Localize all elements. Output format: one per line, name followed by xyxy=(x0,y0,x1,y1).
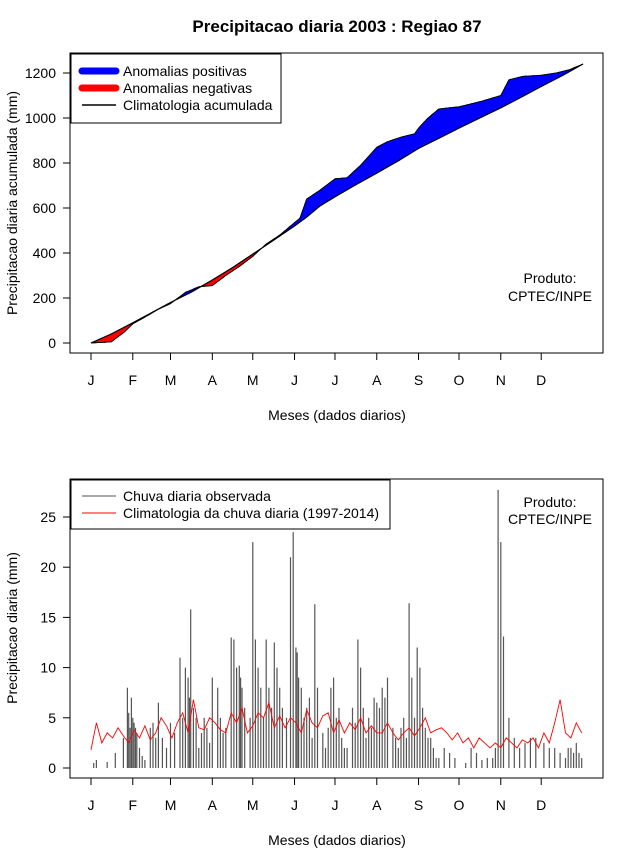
daily-y-tick-label-0: 0 xyxy=(48,760,56,776)
cumulative-x-tick-label-5: J xyxy=(291,372,298,388)
product-note-label: Produto: xyxy=(524,270,577,286)
daily-x-tick-label-7: A xyxy=(372,797,382,813)
daily-x-tick-label-3: A xyxy=(208,797,218,813)
cumulative-x-tick-label-11: D xyxy=(536,372,546,388)
daily-x-tick-label-2: M xyxy=(165,797,177,813)
cumulative-x-tick-label-4: M xyxy=(247,372,259,388)
daily-y-tick-label-2: 10 xyxy=(40,660,56,676)
daily-y-tick-label-4: 20 xyxy=(40,559,56,575)
cumulative-x-tick-label-3: A xyxy=(208,372,218,388)
cumulative-x-tick-label-7: A xyxy=(372,372,382,388)
cumulative-y-axis: 0 200 400 600 800 1000 1200 xyxy=(25,65,71,351)
daily-y-tick-label-5: 25 xyxy=(40,509,56,525)
cumulative-x-tick-label-1: F xyxy=(129,372,138,388)
daily-x-tick-label-8: S xyxy=(414,797,423,813)
daily-product-note-source: CPTEC/INPE xyxy=(508,511,592,527)
legend-label-observed: Chuva diaria observada xyxy=(123,488,271,504)
cumulative-x-tick-label-9: O xyxy=(454,372,465,388)
daily-y-tick-label-1: 5 xyxy=(48,710,56,726)
cumulative-y-tick-label-2: 400 xyxy=(33,245,57,261)
daily-x-tick-label-1: F xyxy=(129,797,138,813)
daily-climatology-line xyxy=(90,699,583,750)
daily-chart: J F M A M J J A S O N D 0 5 10 15 20 25 Meses (dados dia… xyxy=(4,478,604,848)
cumulative-y-tick-label-3: 600 xyxy=(33,200,57,216)
cumulative-x-axis-label: Meses (dados diarios) xyxy=(268,407,406,423)
legend-label-positive: Anomalias positivas xyxy=(123,63,247,79)
cumulative-plot-area xyxy=(90,63,584,344)
cumulative-x-tick-label-2: M xyxy=(165,372,177,388)
daily-y-tick-label-3: 15 xyxy=(40,609,56,625)
legend-label-climatology: Climatologia acumulada xyxy=(123,97,273,113)
daily-product-note-label: Produto: xyxy=(524,494,577,510)
daily-x-tick-label-5: J xyxy=(291,797,298,813)
daily-legend: Chuva diaria observada Climatologia da c… xyxy=(70,479,391,530)
cumulative-y-tick-label-6: 1200 xyxy=(25,65,56,81)
product-note-source: CPTEC/INPE xyxy=(508,288,592,304)
daily-x-axis-label: Meses (dados diarios) xyxy=(268,832,406,848)
cumulative-legend: Anomalias positivas Anomalias negativas … xyxy=(70,53,282,124)
daily-x-tick-label-9: O xyxy=(454,797,465,813)
cumulative-chart: J F M A M J J A S O N D 0 200 400 600 800 1000 1200 Meses… xyxy=(4,52,604,423)
daily-x-tick-label-6: J xyxy=(331,797,338,813)
daily-y-axis-label: Precipitacao diaria (mm) xyxy=(4,552,20,704)
cumulative-y-tick-label-4: 800 xyxy=(33,155,57,171)
cumulative-y-tick-label-0: 0 xyxy=(48,335,56,351)
daily-plot-area xyxy=(90,489,583,768)
legend-label-negative: Anomalias negativas xyxy=(123,80,252,96)
cumulative-x-tick-label-0: J xyxy=(88,372,95,388)
daily-x-tick-label-10: N xyxy=(496,797,506,813)
climatology-cumulative-line xyxy=(90,63,584,344)
daily-y-axis: 0 5 10 15 20 25 xyxy=(40,509,71,776)
legend-label-daily-climatology: Climatologia da chuva diaria (1997-2014) xyxy=(123,505,379,521)
cumulative-x-tick-label-10: N xyxy=(496,372,506,388)
daily-x-tick-label-0: J xyxy=(88,797,95,813)
chart-title: Precipitacao diaria 2003 : Regiao 87 xyxy=(192,17,481,36)
cumulative-y-tick-label-5: 1000 xyxy=(25,110,56,126)
cumulative-y-tick-label-1: 200 xyxy=(33,290,57,306)
daily-legend-box xyxy=(70,479,391,530)
cumulative-x-tick-label-6: J xyxy=(331,372,338,388)
daily-x-tick-label-4: M xyxy=(247,797,259,813)
cumulative-y-axis-label: Precipitacao diaria acumulada (mm) xyxy=(4,91,20,315)
daily-x-tick-label-11: D xyxy=(536,797,546,813)
cumulative-x-tick-label-8: S xyxy=(414,372,423,388)
